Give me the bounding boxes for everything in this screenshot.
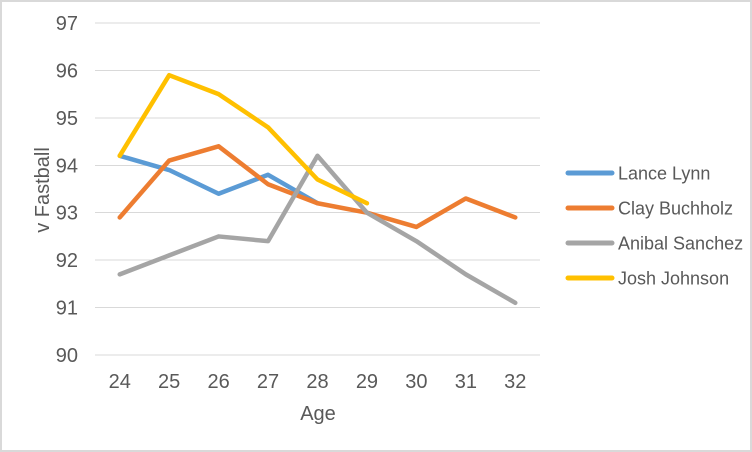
x-tick-label: 30 <box>405 371 427 393</box>
y-axis-title: v Fastball <box>32 147 54 233</box>
y-tick-label: 96 <box>56 60 78 82</box>
legend-label-lance-lynn: Lance Lynn <box>618 163 710 183</box>
series-line-anibal-sanchez <box>117 153 518 306</box>
series-line-josh-johnson <box>117 72 370 206</box>
x-tick-label: 31 <box>455 371 477 393</box>
x-tick-label: 25 <box>158 371 180 393</box>
y-tick-label: 94 <box>56 155 78 177</box>
x-tick-label: 28 <box>306 371 328 393</box>
y-tick-label: 90 <box>56 345 78 367</box>
y-tick-label: 93 <box>56 203 78 225</box>
legend-item: Clay Buchholz <box>565 198 733 218</box>
x-tick-label: 24 <box>109 371 131 393</box>
legend-label-anibal-sanchez: Anibal Sanchez <box>618 233 743 253</box>
series-lines <box>117 72 518 306</box>
legend-item: Josh Johnson <box>565 268 729 288</box>
y-axis-tick-labels: 90 91 92 93 94 95 96 97 <box>56 13 78 367</box>
legend-label-clay-buchholz: Clay Buchholz <box>618 198 733 218</box>
x-axis-title: Age <box>300 403 336 425</box>
legend: Lance Lynn Clay Buchholz Anibal Sanchez Jos… <box>565 163 743 288</box>
y-tick-label: 97 <box>56 13 78 35</box>
legend-item: Lance Lynn <box>565 163 710 183</box>
x-axis-tick-labels: 24 25 26 27 28 29 30 31 32 <box>109 371 527 393</box>
legend-item: Anibal Sanchez <box>565 233 743 253</box>
y-tick-label: 92 <box>56 250 78 272</box>
series-line-clay-buchholz <box>117 144 518 230</box>
y-tick-label: 91 <box>56 298 78 320</box>
x-tick-label: 26 <box>207 371 229 393</box>
legend-label-josh-johnson: Josh Johnson <box>618 268 729 288</box>
x-tick-label: 32 <box>504 371 526 393</box>
x-tick-label: 27 <box>257 371 279 393</box>
y-tick-label: 95 <box>56 108 78 130</box>
x-tick-label: 29 <box>356 371 378 393</box>
gridlines <box>95 22 540 356</box>
series-line-lance-lynn <box>117 153 320 206</box>
